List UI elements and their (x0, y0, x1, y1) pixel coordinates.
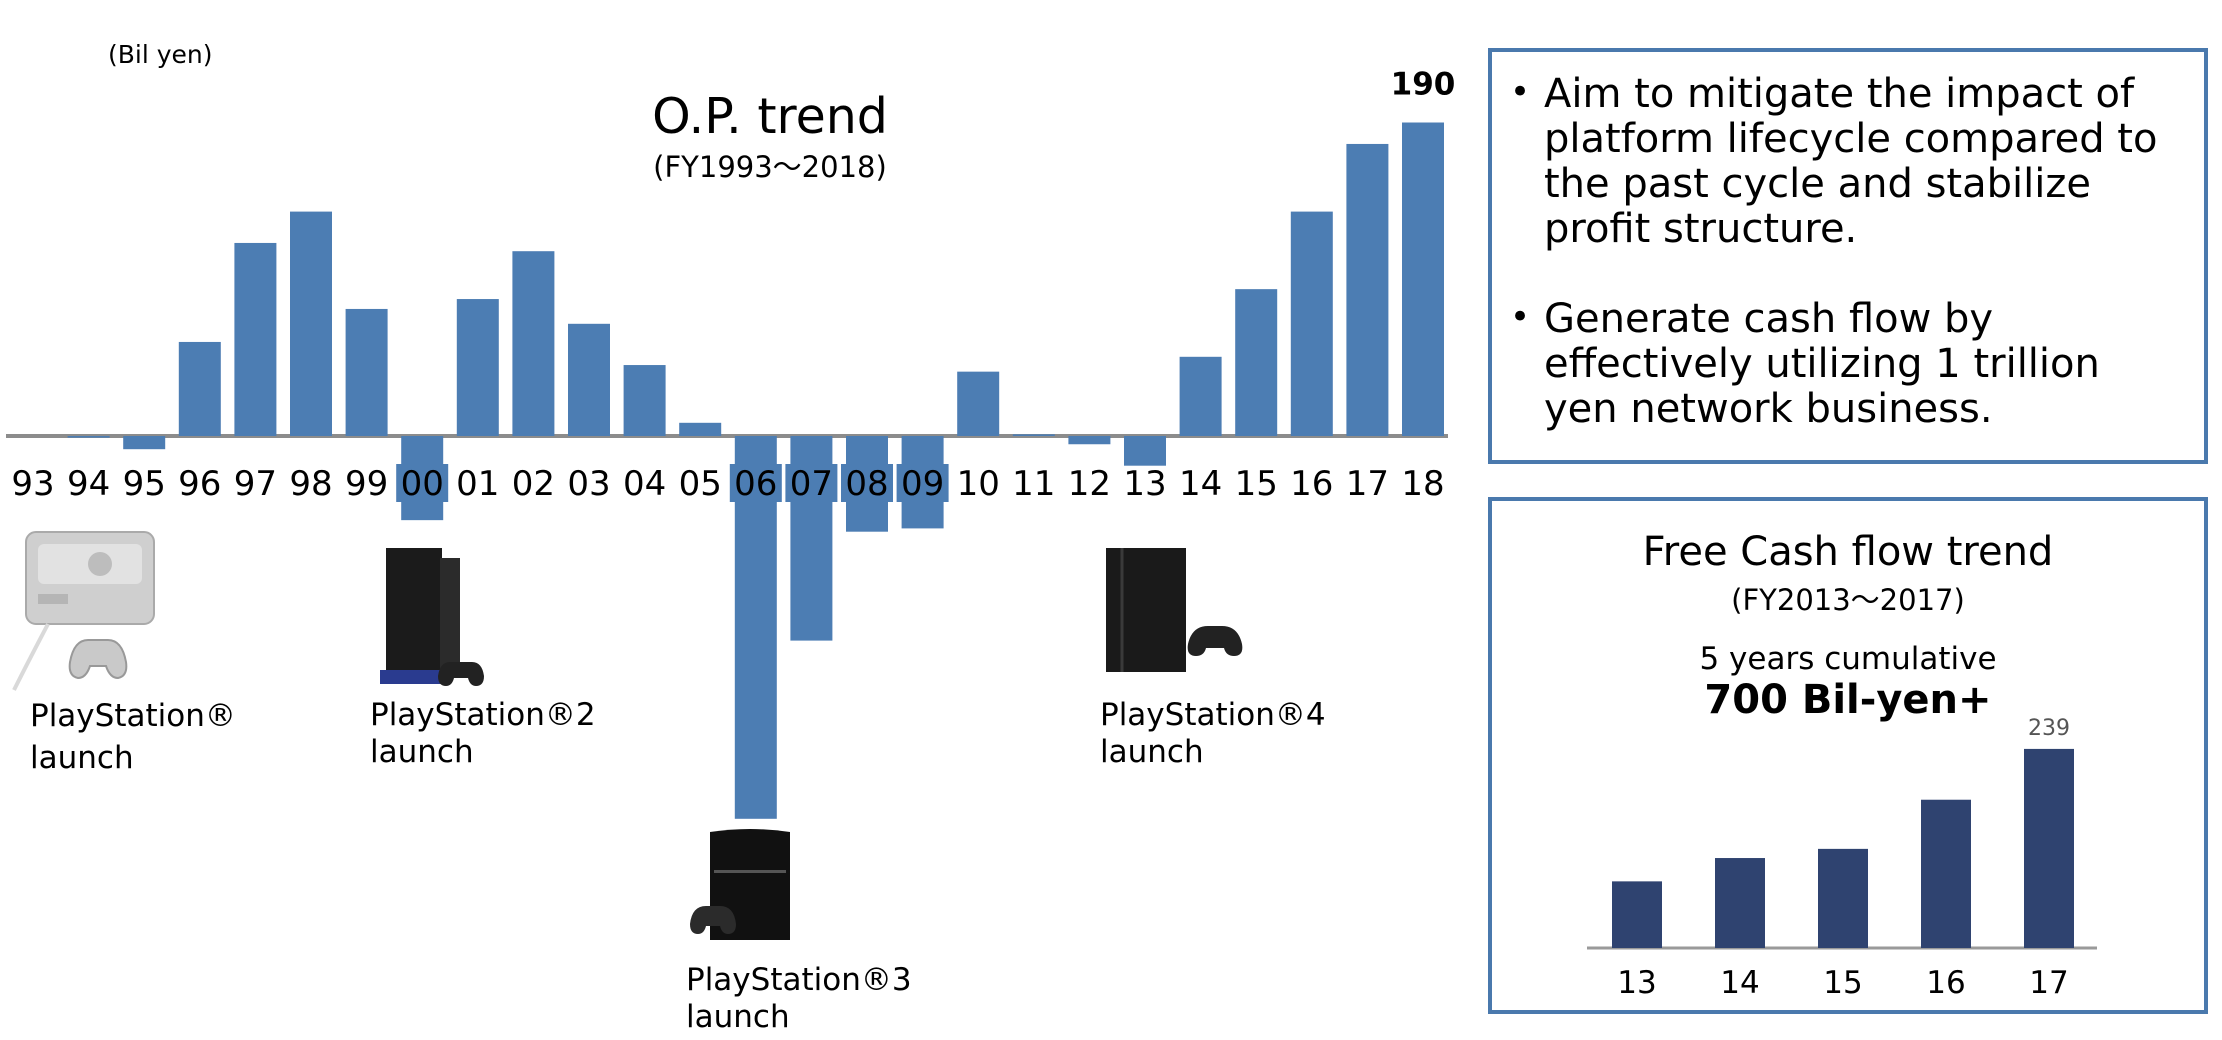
fcf-tick-13: 13 (1617, 965, 1656, 1001)
op-bar-14 (1179, 356, 1222, 436)
op-tick-highlight-09 (896, 464, 949, 502)
op-chart-title: O.P. trend (652, 88, 888, 145)
op-bar-15 (1235, 289, 1278, 436)
launch-label-ps4: PlayStation®4 launch (1100, 697, 1326, 771)
op-bar-02 (512, 251, 555, 436)
launch-name: PlayStation®2 (370, 697, 596, 733)
launch-label-ps1: PlayStation® launch (30, 695, 236, 779)
op-tick-97: 97 (234, 464, 277, 504)
op-tick-95: 95 (123, 464, 166, 504)
launch-label-ps2: PlayStation®2 launch (370, 697, 596, 771)
launch-suffix: launch (370, 734, 474, 770)
op-bar-99 (345, 308, 388, 436)
fcf-tick-14: 14 (1720, 965, 1759, 1001)
op-bar-04 (623, 365, 666, 436)
op-tick-15: 15 (1235, 464, 1278, 504)
op-bar-95 (123, 436, 166, 450)
op-bar-11 (1012, 434, 1055, 436)
playstation-4-console-icon (1106, 548, 1243, 672)
launch-suffix: launch (30, 740, 134, 776)
launch-label-ps3: PlayStation®3 launch (686, 962, 912, 1036)
playstation-3-console-icon (690, 829, 790, 940)
op-tick-93: 93 (11, 464, 54, 504)
op-tick-98: 98 (289, 464, 332, 504)
op-tick-05: 05 (679, 464, 722, 504)
fcf-data-label-17: 239 (2028, 716, 2070, 741)
op-bar-05 (679, 422, 722, 436)
unit-label: (Bil yen) (108, 40, 213, 69)
op-tick-highlight-07 (785, 464, 838, 502)
op-bar-03 (568, 323, 610, 436)
op-tick-highlight-00 (396, 464, 449, 502)
fcf-tick-16: 16 (1926, 965, 1965, 1001)
launch-suffix: launch (686, 999, 790, 1035)
op-tick-96: 96 (178, 464, 221, 504)
op-bar-17 (1346, 143, 1389, 436)
fcf-title: Free Cash flow trend (1642, 529, 2054, 575)
op-tick-99: 99 (345, 464, 388, 504)
op-bar-01 (456, 299, 499, 436)
op-bar-16 (1290, 211, 1333, 436)
fcf-bar-13 (1612, 881, 1662, 948)
playstation-2-console-icon (380, 548, 484, 686)
op-tick-01: 01 (456, 464, 499, 504)
op-tick-06: 06 (734, 464, 777, 504)
op-tick-04: 04 (623, 464, 666, 504)
fcf-cumulative-label: 5 years cumulative (1699, 641, 1997, 677)
op-chart: 93 94 95 96 97 98 99 00 01 02 03 04 05 06 07 08 09 10 11 12… (6, 67, 1456, 819)
op-tick-11: 11 (1012, 464, 1055, 504)
op-tick-14: 14 (1179, 464, 1222, 504)
op-tick-12: 12 (1068, 464, 1111, 504)
launch-name: PlayStation® (30, 698, 236, 734)
fcf-tick-15: 15 (1823, 965, 1862, 1001)
fcf-bar-16 (1921, 799, 1971, 948)
fcf-tick-17: 17 (2029, 965, 2068, 1001)
op-tick-16: 16 (1290, 464, 1333, 504)
op-bar-10 (957, 371, 1000, 436)
launch-suffix: launch (1100, 734, 1204, 770)
op-tick-00: 00 (401, 464, 444, 504)
playstation-console-icon (12, 531, 155, 691)
op-tick-08: 08 (845, 464, 888, 504)
op-tick-09: 09 (901, 464, 944, 504)
op-bar-12 (1068, 436, 1111, 445)
op-tick-10: 10 (957, 464, 1000, 504)
op-tick-03: 03 (567, 464, 610, 504)
op-tick-17: 17 (1346, 464, 1389, 504)
launch-name: PlayStation®4 (1100, 697, 1326, 733)
op-tick-94: 94 (67, 464, 110, 504)
op-bar-13 (1124, 436, 1166, 466)
fcf-panel: Free Cash flow trend (FY2013～2017) 5 yea… (1488, 497, 2208, 1014)
op-bar-98 (290, 211, 332, 436)
op-tick-13: 13 (1123, 464, 1166, 504)
op-data-label-18: 190 (1391, 67, 1456, 103)
fcf-chart: 13 14 15 16 17 239 (1587, 716, 2097, 1001)
bullet-cash-flow: Generate cash flow by effectively utiliz… (1510, 295, 2184, 432)
op-tick-18: 18 (1401, 464, 1444, 504)
op-bar-96 (178, 341, 221, 436)
op-chart-subtitle: (FY1993～2018) (653, 150, 887, 184)
launch-name: PlayStation®3 (686, 962, 912, 998)
fcf-subtitle: (FY2013～2017) (1731, 583, 1965, 617)
op-tick-02: 02 (512, 464, 555, 504)
op-tick-07: 07 (790, 464, 833, 504)
op-tick-highlight-06 (729, 464, 782, 502)
fcf-cumulative-value: 700 Bil-yen+ (1704, 677, 1992, 723)
op-tick-highlight-08 (841, 464, 893, 502)
fcf-bar-15 (1818, 848, 1868, 948)
bullet-mitigate: Aim to mitigate the impact of platform l… (1510, 70, 2184, 252)
op-bar-18 (1402, 122, 1444, 436)
fcf-bar-17 (2024, 748, 2074, 948)
strategy-panel: Aim to mitigate the impact of platform l… (1488, 48, 2208, 464)
op-bar-94 (67, 436, 110, 438)
op-bar-97 (234, 242, 277, 436)
fcf-bar-14 (1715, 858, 1765, 948)
